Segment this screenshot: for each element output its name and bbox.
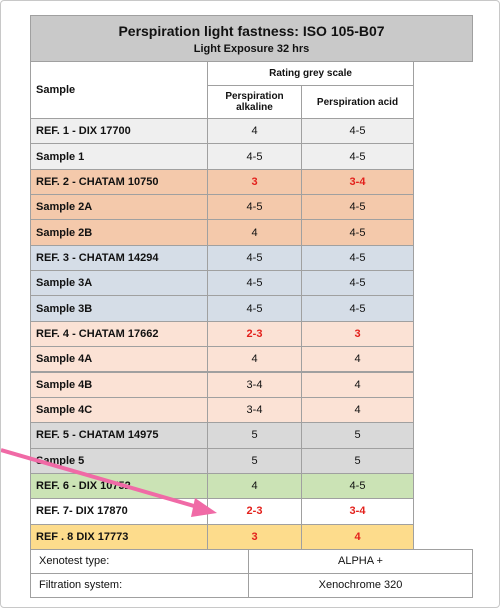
- rating-cell: 3: [207, 523, 302, 550]
- footer-label: Xenotest type:: [30, 548, 249, 574]
- sample-cell: REF. 3 - CHATAM 14294: [30, 244, 208, 272]
- rating-cell: 4-5: [207, 295, 302, 322]
- rating-cell: 4: [207, 472, 302, 500]
- rating-cell: 4-5: [301, 219, 414, 246]
- rating-cell: 4-5: [207, 270, 302, 297]
- sample-cell: REF. 4 - CHATAM 17662: [30, 320, 208, 348]
- subtitle: Light Exposure 32 hrs: [193, 42, 310, 55]
- rating-cell: 4-5: [207, 143, 302, 170]
- rating-cell: 3: [207, 168, 302, 196]
- rating-cell: 4-5: [207, 194, 302, 221]
- sample-cell: Sample 1: [30, 143, 208, 170]
- rating-cell: 3-4: [207, 371, 302, 398]
- column-header: Perspiration acid: [301, 85, 414, 119]
- rating-cell: 3-4: [207, 396, 302, 424]
- rating-cell: 4: [301, 346, 414, 373]
- rating-cell: 3-4: [301, 498, 414, 525]
- rating-cell: 4: [301, 396, 414, 424]
- sample-cell: Sample 5: [30, 447, 208, 474]
- title: Perspiration light fastness: ISO 105-B07: [118, 22, 385, 39]
- sample-cell: REF. 1 - DIX 17700: [30, 118, 208, 145]
- sample-cell: Sample 4C: [30, 396, 208, 424]
- header: Perspiration light fastness: ISO 105-B07…: [30, 15, 473, 62]
- rating-cell: 5: [301, 422, 414, 449]
- rating-cell: 4: [207, 346, 302, 373]
- rating-cell: 4-5: [301, 143, 414, 170]
- rating-cell: 4-5: [301, 472, 414, 500]
- sample-cell: REF. 2 - CHATAM 10750: [30, 168, 208, 196]
- sample-cell: REF . 8 DIX 17773: [30, 523, 208, 550]
- rating-cell: 3-4: [301, 168, 414, 196]
- rating-cell: 4-5: [301, 118, 414, 145]
- sample-cell: Sample 2B: [30, 219, 208, 246]
- sample-cell: REF. 5 - CHATAM 14975: [30, 422, 208, 449]
- sample-cell: Sample 4B: [30, 371, 208, 398]
- rating-cell: 4: [207, 219, 302, 246]
- footer-value: Xenochrome 320: [248, 572, 473, 598]
- rating-cell: 3: [301, 320, 414, 348]
- sample-cell: Sample 3A: [30, 270, 208, 297]
- rating-cell: 5: [207, 422, 302, 449]
- rating-cell: 4-5: [301, 295, 414, 322]
- column-header: Perspiration alkaline: [207, 85, 302, 119]
- sample-cell: Sample 2A: [30, 194, 208, 221]
- rating-cell: 5: [301, 447, 414, 474]
- rating-cell: 4-5: [301, 270, 414, 297]
- rating-cell: 4-5: [207, 244, 302, 272]
- sample-header: Sample: [30, 61, 208, 119]
- footer-value: ALPHA +: [248, 548, 473, 574]
- rating-cell: 4-5: [301, 244, 414, 272]
- sample-cell: Sample 4A: [30, 346, 208, 373]
- sample-cell: REF. 7- DIX 17870: [30, 498, 208, 525]
- rating-cell: 2-3: [207, 320, 302, 348]
- sample-cell: REF. 6 - DIX 10752: [30, 472, 208, 500]
- rating-cell: 5: [207, 447, 302, 474]
- footer-label: Filtration system:: [30, 572, 249, 598]
- sample-cell: Sample 3B: [30, 295, 208, 322]
- rating-cell: 2-3: [207, 498, 302, 525]
- rating-cell: 4: [207, 118, 302, 145]
- rating-cell: 4: [301, 523, 414, 550]
- rating-cell: 4-5: [301, 194, 414, 221]
- rating-header: Rating grey scale: [207, 61, 414, 86]
- rating-cell: 4: [301, 371, 414, 398]
